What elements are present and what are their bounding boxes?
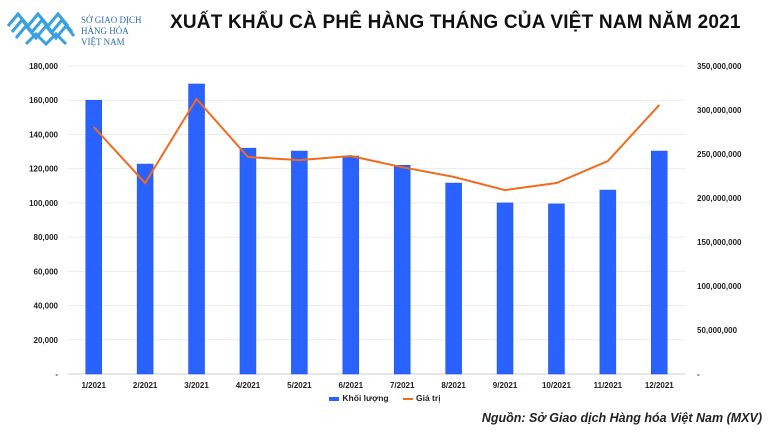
x-axis-tick: 7/2021 [390,381,415,390]
logo-line: VIỆT NAM [81,37,125,47]
mxv-logo: SỞ GIAO DỊCH HÀNG HÓA VIỆT NAM [6,6,156,48]
left-axis-tick: 180,000 [29,62,58,71]
left-axis-tick: 160,000 [29,96,58,105]
legend-swatch-volume [329,396,340,401]
logo-line: SỞ GIAO DỊCH [81,15,142,25]
bar [599,189,617,375]
left-axis-tick: 100,000 [29,199,58,208]
bar [651,150,668,375]
legend-item-volume: Khối lượng [329,393,389,403]
legend-label: Khối lượng [342,393,389,403]
x-axis-tick: 3/2021 [184,381,209,390]
left-axis-tick: 20,000 [34,336,59,345]
bar [496,202,514,375]
bar [188,83,205,375]
logo-mark-icon [6,11,76,47]
bar [445,182,462,375]
bar [85,99,102,375]
x-axis-tick: 1/2021 [81,381,106,390]
bar [136,163,154,375]
bar [393,164,411,375]
left-axis-tick: 40,000 [34,302,59,311]
right-axis-tick: - [697,370,700,379]
x-axis-tick: 2/2021 [133,381,158,390]
source-note: Nguồn: Sở Giao dịch Hàng hóa Việt Nam (M… [481,411,762,425]
x-axis-tick: 6/2021 [339,381,364,390]
x-axis-tick: 5/2021 [287,381,312,390]
left-axis-tick: 80,000 [34,233,59,242]
left-axis-tick: 140,000 [29,130,58,139]
right-axis-tick: 150,000,000 [697,238,742,247]
bar [342,155,360,375]
x-axis-tick: 4/2021 [236,381,261,390]
right-axis-tick: 100,000,000 [697,282,742,291]
logo-line: HÀNG HÓA [81,26,129,36]
bar [291,150,308,375]
legend-swatch-value [403,397,413,400]
legend-label: Giá trị [416,393,441,403]
x-axis-tick: 12/2021 [645,381,674,390]
bar [239,147,257,375]
x-axis-tick: 8/2021 [441,381,466,390]
right-axis-tick: 250,000,000 [697,150,742,159]
left-axis-tick: - [55,370,58,379]
logo-text: SỞ GIAO DỊCH HÀNG HÓA VIỆT NAM [81,15,142,48]
x-axis-tick: 11/2021 [594,381,623,390]
legend-item-value: Giá trị [403,393,441,403]
chart-title: XUẤT KHẨU CÀ PHÊ HÀNG THÁNG CỦA VIỆT NAM… [170,12,741,33]
left-axis-tick: 60,000 [34,267,59,276]
right-axis-tick: 50,000,000 [697,326,738,335]
left-axis-tick: 120,000 [29,165,58,174]
x-axis-tick: 9/2021 [493,381,518,390]
right-axis-tick: 200,000,000 [697,194,742,203]
legend: Khối lượng Giá trị [0,393,770,403]
value-line [92,97,661,192]
right-axis-tick: 300,000,000 [697,106,742,115]
x-axis-tick: 10/2021 [542,381,571,390]
right-axis-tick: 350,000,000 [697,62,742,71]
bar [548,203,565,375]
